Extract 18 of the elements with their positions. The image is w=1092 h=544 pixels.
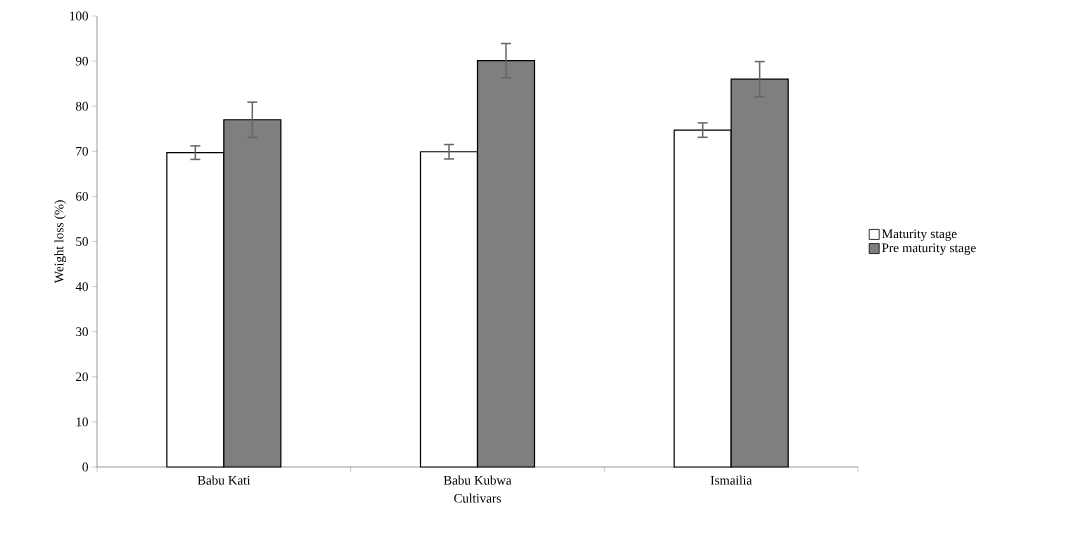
x-tick-label: Ismailia <box>710 475 752 485</box>
x-tick-label: Babu Kubwa <box>443 475 512 485</box>
y-tick-label: 30 <box>76 327 88 337</box>
y-tick-label: 20 <box>76 372 88 382</box>
y-tick-label: 100 <box>70 11 88 21</box>
x-axis-title: Cultivars <box>454 493 501 503</box>
y-tick-label: 80 <box>75 101 88 111</box>
x-tick-label: Babu Kati <box>197 475 251 485</box>
y-axis-title: Weight loss (%) <box>54 200 67 284</box>
y-tick-label: 0 <box>82 462 88 472</box>
y-tick-label: 50 <box>76 237 88 246</box>
legend-label: Pre maturity stage <box>881 243 976 255</box>
legend-label: Maturity stage <box>881 229 957 241</box>
y-tick-label: 90 <box>75 56 88 66</box>
y-tick-label: 10 <box>76 417 88 427</box>
y-tick-label: 60 <box>76 192 88 201</box>
y-tick-label: 70 <box>76 146 88 156</box>
y-tick-label: 40 <box>75 282 88 291</box>
